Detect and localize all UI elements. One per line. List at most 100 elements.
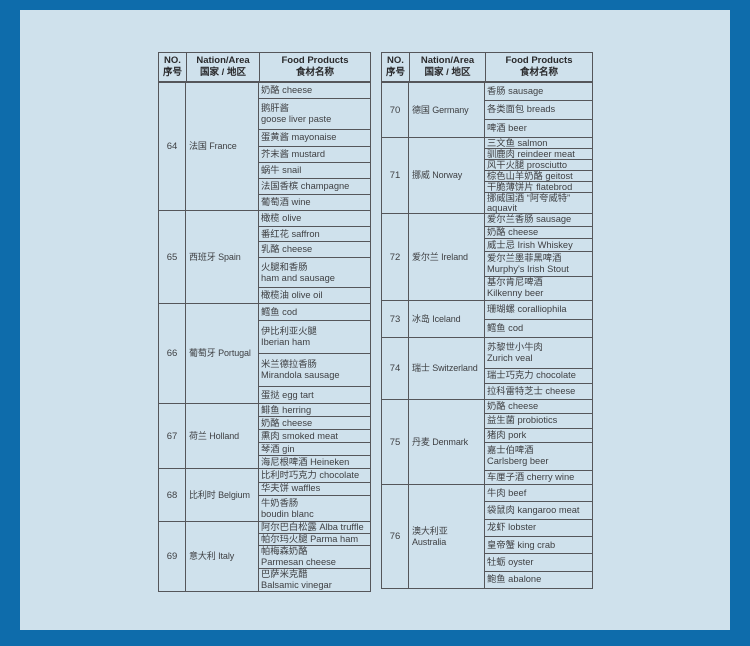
food-item: 啤酒 beer: [485, 118, 592, 137]
food-item: 三文鱼 salmon: [485, 138, 592, 148]
food-item-text: 嘉士伯啤酒: [487, 445, 534, 456]
nation-label: 挪威 Norway: [412, 170, 462, 181]
food-item-text: 鲱鱼 herring: [261, 404, 312, 415]
header-food-en: Food Products: [505, 55, 573, 67]
food-item: 奶酪 cheese: [259, 83, 370, 98]
food-item-text: 乳酪 cheese: [261, 244, 313, 255]
food-item-text: 珊瑚螺 coralliophila: [487, 304, 567, 315]
food-items-column: 奶酪 cheese 益生菌 probiotics 猪肉 pork 嘉士伯啤酒 Carls…: [485, 400, 592, 484]
food-item-text: 芥末酱 mustard: [261, 148, 326, 159]
nation-name-en: Germany: [432, 104, 469, 115]
food-item-text-en: Murphy's Irish Stout: [487, 263, 569, 274]
nation-name-en: Spain: [218, 251, 241, 262]
food-item-text: 海尼根啤酒 Heineken: [261, 456, 350, 467]
nation-cell: 葡萄牙 Portugal: [186, 304, 259, 403]
food-item: 香肠 sausage: [485, 83, 592, 100]
food-item-text-en: goose liver paste: [261, 114, 332, 125]
header-no-zh: 序号: [162, 67, 182, 78]
food-item-text: 风干火腿 prosciutto: [487, 160, 568, 170]
nation-name-en: Portugal: [218, 348, 251, 358]
nation-cell: 德国 Germany: [409, 83, 485, 137]
nation-cell: 瑞士 Switzerland: [409, 338, 485, 399]
food-item-text: 龙虾 lobster: [487, 522, 537, 533]
row-number: 70: [382, 83, 409, 137]
row-number: 67: [159, 404, 186, 468]
food-item-text: 基尔肯尼啤酒: [487, 277, 543, 288]
food-item-text-en: boudin blanc: [261, 508, 314, 519]
food-item: 乳酪 cheese: [259, 241, 370, 257]
food-item: 鲱鱼 herring: [259, 404, 370, 416]
nation-name-zh: 瑞士: [412, 363, 430, 373]
food-item: 鹅肝酱 goose liver paste: [259, 98, 370, 129]
nation-name-en: Australia: [412, 536, 447, 547]
food-item: 阿尔巴白松露 Alba truffle: [259, 522, 370, 533]
table-row: 75 丹麦 Denmark 奶酪 cheese 益生菌 probiotics 猪肉 po…: [382, 399, 592, 484]
food-item: 爱尔兰香肠 sausage: [485, 214, 592, 226]
food-items-column: 奶酪 cheese 鹅肝酱 goose liver paste 蛋黄酱 mayonai…: [259, 83, 370, 210]
table-header-row: NO. 序号 Nation/Area 国家 / 地区 Food Products 食材名称: [382, 53, 592, 83]
food-item: 奶酪 cheese: [259, 416, 370, 429]
food-item: 牛肉 beef: [485, 485, 592, 501]
table-header-row: NO. 序号 Nation/Area 国家 / 地区 Food Products 食材名称: [159, 53, 370, 83]
food-item: 巴萨米克醋 Balsamic vinegar: [259, 568, 370, 591]
nation-name-en: France: [209, 141, 237, 151]
nation-cell: 比利时 Belgium: [186, 469, 259, 521]
food-item-text: 奶酪 cheese: [261, 85, 313, 96]
food-item-text: 威士忌 Irish Whiskey: [487, 239, 573, 250]
header-food-zh: 食材名称: [519, 67, 558, 78]
food-item: 米兰德拉香肠 Mirandola sausage: [259, 353, 370, 386]
header-food: Food Products 食材名称: [259, 53, 370, 81]
food-item-text: 橄榄 olive: [261, 212, 302, 223]
food-item-text: 番红花 saffron: [261, 228, 320, 239]
food-items-column: 香肠 sausage 各类面包 breads 啤酒 beer: [485, 83, 592, 137]
row-number: 73: [382, 301, 409, 337]
row-number: 71: [382, 138, 409, 213]
table-row: 65 西班牙 Spain 橄榄 olive 番红花 saffron 乳酪 cheese 火…: [159, 210, 370, 303]
food-item-text: 香肠 sausage: [487, 86, 544, 97]
nation-cell: 西班牙 Spain: [186, 211, 259, 303]
food-items-column: 鳕鱼 cod 伊比利亚火腿 Iberian ham 米兰德拉香肠 Mirandola s…: [259, 304, 370, 403]
table-row: 68 比利时 Belgium 比利时巧克力 chocolate 华夫饼 waffles…: [159, 468, 370, 521]
food-item-text: 葡萄酒 wine: [261, 196, 311, 207]
food-item: 帕梅森奶酪 Parmesan cheese: [259, 545, 370, 568]
table-row: 64 法国 France 奶酪 cheese 鹅肝酱 goose liver paste…: [159, 83, 370, 210]
header-no-zh: 序号: [385, 67, 405, 78]
food-item: 蛋挞 egg tart: [259, 386, 370, 403]
food-item: 珊瑚螺 coralliophila: [485, 301, 592, 319]
food-item: 嘉士伯啤酒 Carlsberg beer: [485, 441, 592, 470]
food-item: 熏肉 smoked meat: [259, 429, 370, 442]
food-items-column: 爱尔兰香肠 sausage 奶酪 cheese 威士忌 Irish Whiskey 爱…: [485, 214, 592, 300]
food-item-text: 猪肉 pork: [487, 429, 527, 440]
nation-name-en: Norway: [432, 170, 463, 180]
food-item: 风干火腿 prosciutto: [485, 159, 592, 170]
food-item: 驯鹿肉 reindeer meat: [485, 148, 592, 159]
nation-name-en: Holland: [209, 430, 240, 441]
food-item: 威士忌 Irish Whiskey: [485, 238, 592, 251]
food-item-text: 爱尔兰墨菲黑啤酒: [487, 252, 562, 263]
food-item: 奶酪 cheese: [485, 400, 592, 413]
food-item: 皇帝蟹 king crab: [485, 535, 592, 553]
food-item: 拉科雷特芝士 cheese: [485, 383, 592, 399]
food-item-text: 牛肉 beef: [487, 487, 527, 498]
food-item-text: 阿尔巴白松露 Alba truffle: [261, 522, 364, 532]
food-item-text-en: Zurich veal: [487, 352, 533, 363]
nation-label: 西班牙 Spain: [189, 252, 241, 263]
food-item-text: 驯鹿肉 reindeer meat: [487, 149, 575, 159]
food-item: 芥末酱 mustard: [259, 145, 370, 162]
food-item: 猪肉 pork: [485, 427, 592, 442]
food-item-text: 伊比利亚火腿: [261, 326, 317, 336]
table-row: 73 冰岛 Iceland 珊瑚螺 coralliophila 鳕鱼 cod: [382, 300, 592, 337]
food-items-column: 苏黎世小牛肉 Zurich veal 瑞士巧克力 chocolate 拉科雷特芝士 c…: [485, 338, 592, 399]
food-item: 干脆薄饼片 flatebrod: [485, 181, 592, 192]
food-items-column: 比利时巧克力 chocolate 华夫饼 waffles 牛奶香肠 boudin bl…: [259, 469, 370, 521]
nation-name-en: Belgium: [218, 489, 250, 500]
food-item-text: 牛奶香肠: [261, 497, 299, 508]
nation-name-zh: 葡萄牙: [189, 348, 216, 358]
food-item: 棕色山羊奶酪 geitost: [485, 170, 592, 181]
row-number: 65: [159, 211, 186, 303]
nation-name-zh: 西班牙: [189, 251, 216, 262]
food-item-text: 牡蛎 oyster: [487, 556, 534, 567]
food-item: 各类面包 breads: [485, 100, 592, 118]
food-item: 琴酒 gin: [259, 442, 370, 455]
food-item-text: 米兰德拉香肠: [261, 359, 317, 369]
